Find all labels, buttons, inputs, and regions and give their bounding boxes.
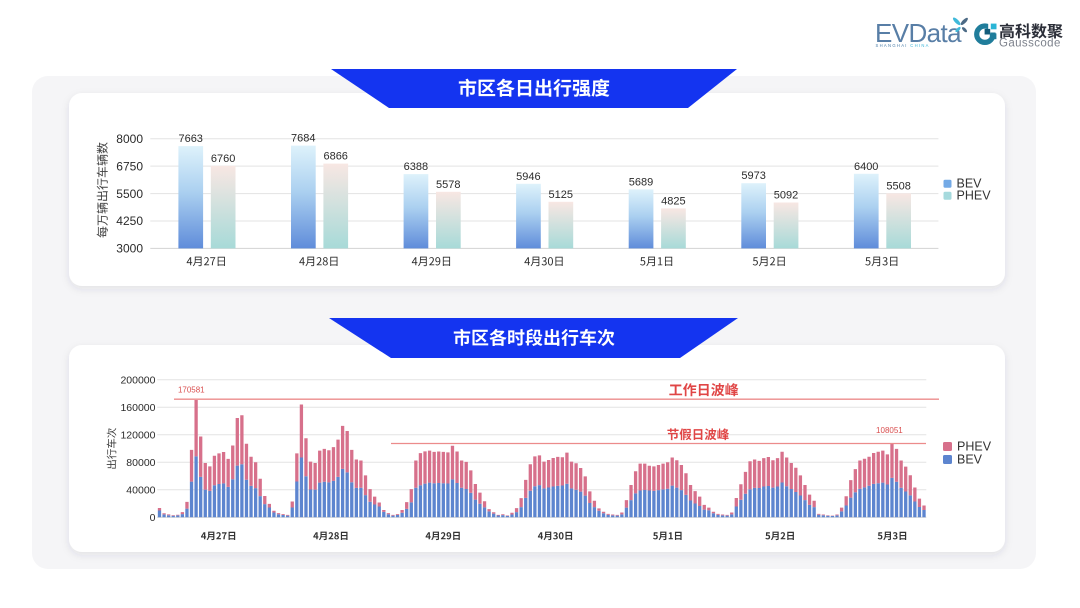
- svg-text:EVData: EVData: [875, 18, 962, 48]
- svg-text:6750: 6750: [116, 159, 143, 173]
- svg-text:0: 0: [150, 512, 156, 524]
- svg-text:80000: 80000: [126, 457, 155, 469]
- svg-text:7684: 7684: [291, 133, 315, 145]
- svg-text:Gausscode: Gausscode: [999, 38, 1061, 50]
- svg-text:108051: 108051: [876, 426, 903, 435]
- svg-text:6866: 6866: [323, 151, 347, 163]
- svg-text:5689: 5689: [629, 176, 653, 188]
- svg-text:BEV: BEV: [957, 176, 983, 190]
- svg-text:4825: 4825: [661, 195, 685, 207]
- svg-text:5973: 5973: [741, 170, 765, 182]
- svg-text:6760: 6760: [211, 153, 235, 165]
- svg-text:5125: 5125: [549, 189, 573, 201]
- svg-text:40000: 40000: [126, 485, 155, 497]
- svg-text:8000: 8000: [116, 132, 143, 146]
- svg-text:120000: 120000: [120, 430, 155, 442]
- svg-text:4250: 4250: [116, 214, 143, 228]
- svg-text:SHANGHAI CHINA: SHANGHAI CHINA: [876, 43, 930, 48]
- svg-text:6400: 6400: [854, 161, 878, 173]
- svg-text:5508: 5508: [886, 180, 910, 192]
- svg-text:160000: 160000: [120, 402, 155, 414]
- svg-text:7663: 7663: [178, 133, 202, 145]
- svg-text:170581: 170581: [178, 386, 205, 395]
- svg-text:5946: 5946: [516, 171, 540, 183]
- svg-text:5500: 5500: [116, 187, 143, 201]
- svg-text:5578: 5578: [436, 179, 460, 191]
- svg-text:PHEV: PHEV: [957, 440, 992, 454]
- svg-text:3000: 3000: [116, 242, 143, 256]
- svg-text:200000: 200000: [120, 375, 155, 387]
- svg-text:5092: 5092: [774, 190, 798, 202]
- svg-text:6388: 6388: [404, 161, 428, 173]
- svg-text:BEV: BEV: [957, 453, 983, 467]
- svg-text:PHEV: PHEV: [957, 188, 992, 202]
